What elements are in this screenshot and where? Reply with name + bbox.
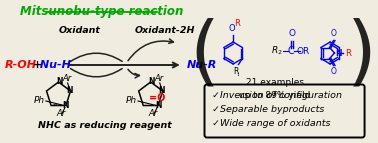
Text: N: N (56, 78, 63, 87)
Text: R: R (233, 67, 238, 77)
Text: N: N (63, 101, 69, 110)
Text: ): ) (347, 18, 377, 92)
Text: ✓Wide range of oxidants: ✓Wide range of oxidants (212, 120, 330, 129)
Text: O: O (331, 29, 336, 38)
Text: Mitsunobu-type reaction: Mitsunobu-type reaction (20, 5, 184, 18)
Text: N: N (155, 101, 161, 110)
Text: Ar: Ar (154, 74, 163, 83)
Text: 21 examples
up to 89% yield: 21 examples up to 89% yield (239, 78, 311, 100)
Text: +: + (29, 60, 43, 70)
Text: N: N (158, 87, 165, 96)
Text: Ph: Ph (34, 96, 45, 105)
Text: Ar: Ar (62, 74, 71, 83)
Text: C: C (288, 46, 295, 56)
Text: R: R (234, 19, 240, 28)
Text: Nu-H: Nu-H (36, 60, 71, 70)
Text: Ph: Ph (126, 96, 137, 105)
Text: Oxidant-2H: Oxidant-2H (135, 26, 195, 35)
Text: ·: · (52, 99, 56, 113)
Text: N: N (335, 48, 342, 57)
Text: OR: OR (296, 46, 310, 55)
Text: ✓Separable byproducts: ✓Separable byproducts (212, 106, 324, 115)
Text: Oxidant: Oxidant (59, 26, 101, 35)
Text: (: ( (189, 18, 219, 92)
Text: N: N (149, 78, 155, 87)
Text: ·: · (54, 99, 58, 113)
Text: NHC as reducing reagent: NHC as reducing reagent (38, 121, 172, 130)
Text: Nu-R: Nu-R (187, 60, 217, 70)
Text: Ar: Ar (149, 109, 158, 118)
Text: $_1$: $_1$ (236, 72, 241, 79)
FancyBboxPatch shape (204, 85, 364, 138)
Text: O: O (229, 24, 235, 33)
Text: N: N (66, 87, 73, 96)
Text: O: O (289, 29, 296, 38)
Text: $R_2$: $R_2$ (271, 45, 283, 57)
Text: ✓Inversion of configuration: ✓Inversion of configuration (212, 92, 342, 101)
Text: O: O (331, 67, 336, 77)
Text: Ar: Ar (56, 109, 66, 118)
Text: R: R (345, 48, 351, 57)
Text: =O: =O (149, 93, 165, 103)
Text: R-OH: R-OH (5, 60, 37, 70)
